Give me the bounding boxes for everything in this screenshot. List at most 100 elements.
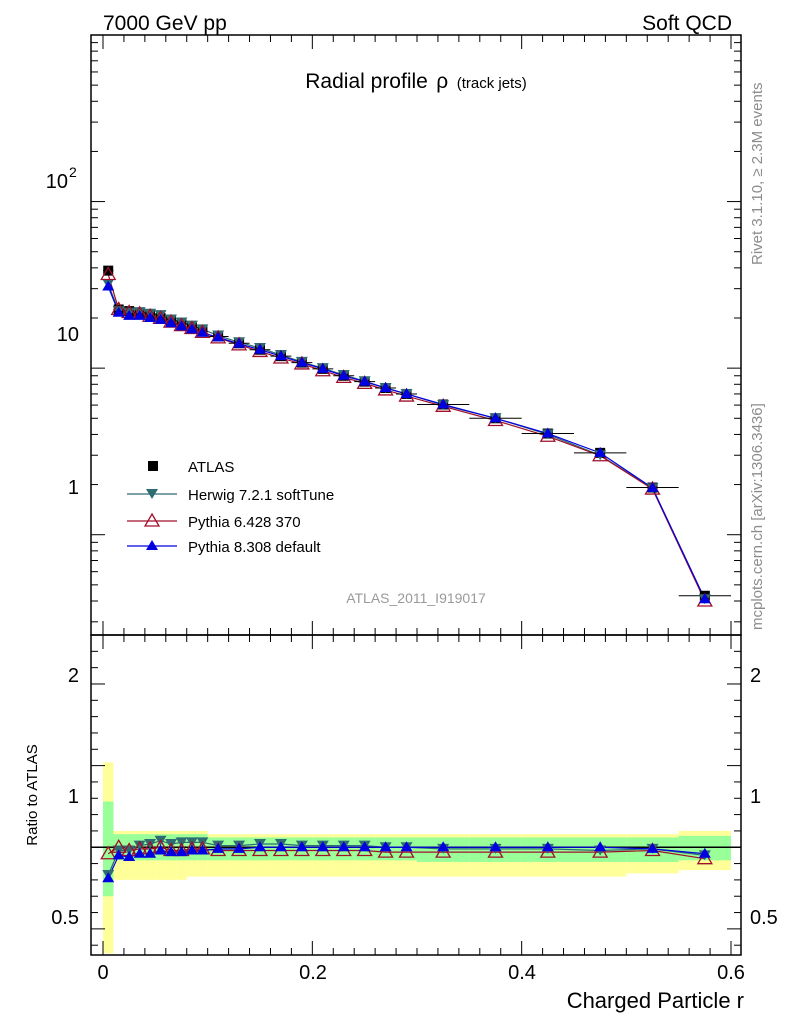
ratio-point-pythia8	[233, 842, 246, 853]
ratio-point-pythia8	[541, 841, 554, 852]
data-point-pythia8	[594, 446, 607, 457]
data-point-pythia8	[489, 412, 502, 423]
ratio-point-pythia8	[358, 841, 371, 852]
ratio-point-pythia8	[316, 841, 329, 852]
data-point-pythia8	[175, 320, 188, 331]
ratio-y-tick-1: 1	[68, 786, 79, 808]
ratio-point-herwig	[133, 840, 146, 851]
data-point-pythia8	[437, 398, 450, 409]
data-point-pythia6	[173, 317, 190, 332]
data-point-pythia8	[295, 356, 308, 367]
ratio-y-tick-2-right: 2	[750, 665, 761, 687]
ratio-point-pythia8	[144, 847, 157, 858]
ratio-point-pythia8	[165, 846, 178, 857]
data-point-pythia8	[212, 331, 225, 342]
ratio-point-pythia8	[594, 841, 607, 852]
ratio-point-pythia8	[123, 851, 136, 862]
ratio-y-tick-0-5-right: 0.5	[750, 907, 778, 929]
ratio-y-tick-1-right: 1	[750, 786, 761, 808]
data-point-pythia8	[133, 309, 146, 320]
data-series	[100, 265, 731, 883]
data-point-pythia8	[316, 362, 329, 373]
legend-marker-herwig	[146, 489, 158, 499]
ratio-point-pythia8	[400, 841, 413, 852]
data-point-pythia8	[165, 317, 178, 328]
ratio-point-pythia8	[175, 846, 188, 857]
axis-ticks	[91, 35, 741, 955]
y-tick-label-1: 1	[68, 477, 79, 499]
band-inner-bin	[103, 801, 114, 897]
chart-title: Radial profile ρ (track jets)	[305, 70, 526, 93]
data-point-pythia8	[233, 337, 246, 348]
data-point-pythia8	[154, 313, 167, 324]
x-axis-title: Charged Particle r	[567, 988, 744, 1013]
x-tick-label-0: 0	[97, 962, 108, 984]
ratio-point-pythia8	[437, 841, 450, 852]
y-tick-label-100-exponent: 2	[69, 164, 77, 180]
ratio-point-pythia8	[295, 841, 308, 852]
data-point-pythia8	[698, 593, 711, 604]
data-point-pythia8	[541, 427, 554, 438]
data-point-atlas	[103, 265, 114, 276]
ratio-point-pythia8	[212, 842, 225, 853]
header-right: Soft QCD	[642, 12, 732, 35]
ratio-point-pythia8	[337, 841, 350, 852]
ratio-point-herwig	[144, 838, 157, 849]
y-tick-label-100: 10	[46, 171, 68, 193]
ratio-point-pythia8	[698, 847, 711, 858]
ratio-point-pythia8	[274, 841, 287, 852]
x-tick-label-0-4: 0.4	[508, 962, 536, 984]
y-tick-label-10: 10	[57, 324, 79, 346]
data-point-pythia6	[183, 320, 201, 335]
legend: ATLAS Herwig 7.2.1 softTune Pythia 6.428…	[127, 459, 334, 556]
ratio-plot-frame	[90, 634, 742, 956]
chart-title-symbol: ρ	[436, 70, 448, 93]
header-left: 7000 GeV pp	[103, 12, 227, 35]
data-point-pythia6	[210, 329, 227, 344]
data-point-pythia8	[196, 326, 209, 337]
mcplots-label: mcplots.cern.ch [arXiv:1306.3436]	[749, 403, 766, 630]
ratio-y-axis-title: Ratio to ATLAS	[24, 744, 41, 845]
data-point-pythia8	[358, 375, 371, 386]
ratio-point-pythia8	[646, 842, 659, 853]
ratio-point-pythia8	[133, 847, 146, 858]
data-point-pythia6	[194, 324, 211, 339]
legend-marker-pythia6	[143, 512, 161, 527]
legend-label-pythia8: Pythia 8.308 default	[188, 539, 321, 556]
analysis-watermark: ATLAS_2011_I919017	[346, 590, 486, 606]
legend-label-herwig: Herwig 7.2.1 softTune	[188, 487, 334, 504]
data-point-pythia8	[185, 323, 198, 334]
legend-label-pythia6: Pythia 6.428 370	[188, 514, 301, 531]
ratio-y-tick-0-5: 0.5	[51, 907, 79, 929]
data-point-pythia8	[254, 343, 266, 354]
ratio-point-pythia8	[196, 844, 209, 855]
legend-marker-atlas	[148, 461, 158, 471]
ratio-uncertainty-bands	[103, 762, 731, 954]
data-point-pythia8	[274, 350, 287, 361]
ratio-point-pythia8	[154, 844, 167, 855]
legend-label-atlas: ATLAS	[188, 459, 234, 476]
ratio-y-tick-2: 2	[68, 665, 79, 687]
ratio-point-pythia8	[489, 841, 502, 852]
data-point-pythia8	[123, 309, 136, 320]
ratio-point-pythia8	[254, 841, 266, 852]
ratio-line-pythia6	[107, 846, 705, 860]
x-tick-label-0-2: 0.2	[299, 962, 327, 984]
rivet-label: Rivet 3.1.10, ≥ 2.3M events	[749, 83, 766, 266]
ratio-point-pythia8	[379, 841, 392, 852]
data-point-pythia8	[337, 369, 350, 380]
data-point-pythia6	[100, 266, 117, 281]
data-point-pythia8	[646, 481, 659, 492]
ratio-point-pythia8	[185, 844, 198, 855]
ratio-point-pythia8	[102, 872, 115, 883]
legend-marker-pythia8	[146, 540, 158, 550]
chart-title-main: Radial profile	[305, 70, 428, 93]
data-point-pythia8	[112, 306, 125, 317]
data-point-pythia8	[379, 381, 392, 392]
x-tick-label-0-6: 0.6	[717, 962, 745, 984]
data-point-pythia8	[144, 311, 157, 322]
chart-title-sub: (track jets)	[457, 75, 527, 92]
data-point-pythia8	[102, 280, 115, 291]
ratio-point-pythia8	[112, 849, 125, 860]
